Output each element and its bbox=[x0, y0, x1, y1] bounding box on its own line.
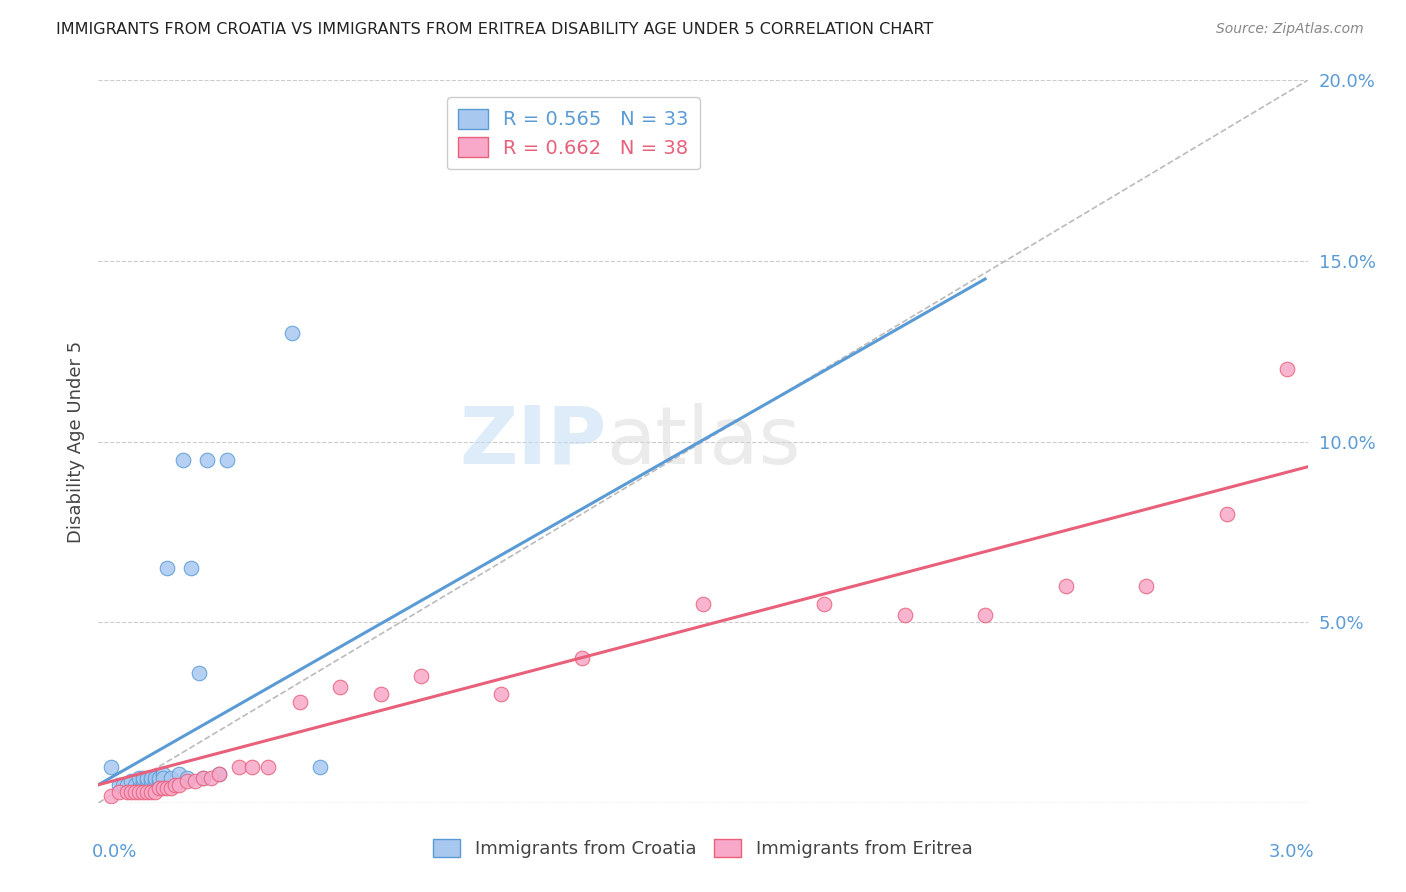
Point bbox=[139, 785, 162, 799]
Point bbox=[176, 774, 198, 789]
Point bbox=[1135, 579, 1157, 593]
Point bbox=[309, 760, 332, 774]
Text: Source: ZipAtlas.com: Source: ZipAtlas.com bbox=[1216, 22, 1364, 37]
Point bbox=[184, 774, 207, 789]
Legend: R = 0.565   N = 33, R = 0.662   N = 38: R = 0.565 N = 33, R = 0.662 N = 38 bbox=[447, 97, 700, 169]
Point bbox=[143, 771, 166, 785]
Point bbox=[180, 561, 202, 575]
Point bbox=[135, 785, 157, 799]
Point bbox=[148, 781, 170, 796]
Point bbox=[139, 771, 162, 785]
Point bbox=[115, 778, 138, 792]
Point bbox=[571, 651, 593, 665]
Point bbox=[176, 771, 198, 785]
Text: ZIP: ZIP bbox=[458, 402, 606, 481]
Point bbox=[135, 774, 157, 789]
Point bbox=[256, 760, 278, 774]
Point bbox=[1216, 507, 1239, 521]
Point bbox=[148, 774, 170, 789]
Point bbox=[107, 785, 129, 799]
Point bbox=[156, 561, 179, 575]
Point bbox=[132, 771, 155, 785]
Point bbox=[120, 785, 142, 799]
Point bbox=[152, 771, 174, 785]
Point bbox=[156, 781, 179, 796]
Text: 0.0%: 0.0% bbox=[91, 843, 136, 861]
Point bbox=[124, 778, 146, 792]
Point bbox=[132, 774, 155, 789]
Point bbox=[135, 771, 157, 785]
Point bbox=[193, 771, 215, 785]
Point bbox=[152, 781, 174, 796]
Point bbox=[128, 781, 150, 796]
Text: IMMIGRANTS FROM CROATIA VS IMMIGRANTS FROM ERITREA DISABILITY AGE UNDER 5 CORREL: IMMIGRANTS FROM CROATIA VS IMMIGRANTS FR… bbox=[56, 22, 934, 37]
Point bbox=[167, 778, 190, 792]
Point bbox=[100, 789, 122, 803]
Point bbox=[124, 785, 146, 799]
Point bbox=[288, 695, 311, 709]
Point bbox=[111, 778, 134, 792]
Text: 3.0%: 3.0% bbox=[1270, 843, 1315, 861]
Point bbox=[217, 452, 239, 467]
Point bbox=[160, 781, 183, 796]
Point bbox=[370, 687, 392, 701]
Point bbox=[148, 771, 170, 785]
Point bbox=[281, 326, 304, 340]
Point bbox=[1277, 362, 1299, 376]
Legend: Immigrants from Croatia, Immigrants from Eritrea: Immigrants from Croatia, Immigrants from… bbox=[426, 831, 980, 865]
Y-axis label: Disability Age Under 5: Disability Age Under 5 bbox=[66, 341, 84, 542]
Point bbox=[143, 774, 166, 789]
Point bbox=[692, 597, 714, 611]
Point bbox=[132, 785, 155, 799]
Point bbox=[974, 607, 997, 622]
Point bbox=[152, 767, 174, 781]
Point bbox=[120, 774, 142, 789]
Point bbox=[107, 778, 129, 792]
Point bbox=[200, 771, 222, 785]
Point bbox=[893, 607, 915, 622]
Point bbox=[160, 771, 183, 785]
Point bbox=[115, 785, 138, 799]
Point bbox=[193, 771, 215, 785]
Point bbox=[163, 778, 186, 792]
Point bbox=[195, 452, 218, 467]
Point bbox=[167, 767, 190, 781]
Point bbox=[128, 785, 150, 799]
Text: atlas: atlas bbox=[606, 402, 800, 481]
Point bbox=[139, 774, 162, 789]
Point bbox=[100, 760, 122, 774]
Point bbox=[188, 665, 211, 680]
Point bbox=[813, 597, 835, 611]
Point bbox=[1054, 579, 1077, 593]
Point bbox=[491, 687, 513, 701]
Point bbox=[208, 767, 231, 781]
Point bbox=[172, 452, 194, 467]
Point bbox=[143, 785, 166, 799]
Point bbox=[329, 680, 352, 694]
Point bbox=[240, 760, 263, 774]
Point bbox=[228, 760, 250, 774]
Point bbox=[208, 767, 231, 781]
Point bbox=[409, 669, 432, 683]
Point bbox=[128, 771, 150, 785]
